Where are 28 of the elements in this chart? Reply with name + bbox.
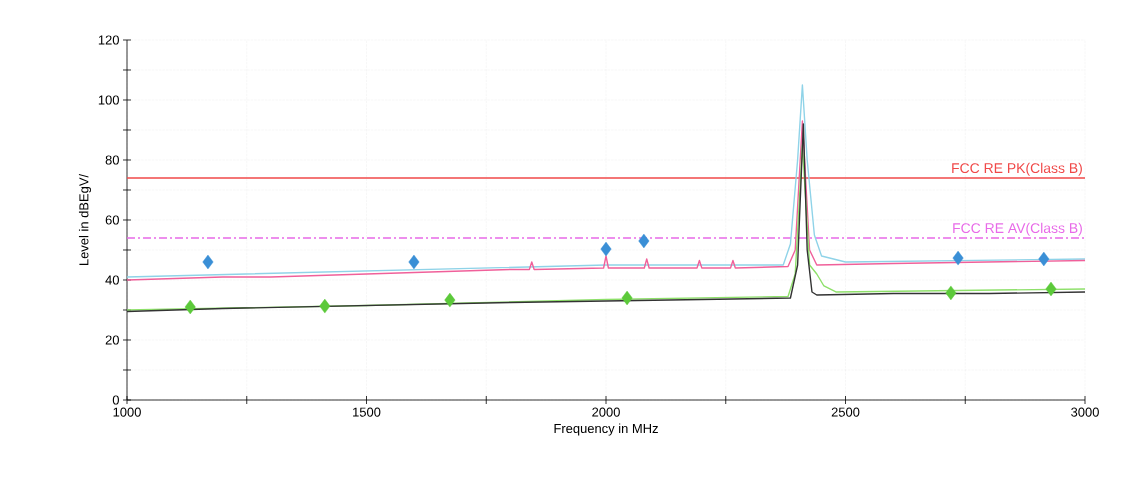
y-tick-label: 40 (105, 275, 119, 285)
y-tick-label: 20 (105, 335, 119, 345)
point (444, 292, 456, 308)
point (1045, 281, 1057, 297)
y-tick-label: 100 (98, 95, 119, 105)
point (184, 299, 196, 315)
x-tick-label: 1000 (113, 407, 141, 417)
point (621, 290, 633, 306)
y-tick-label: 0 (112, 395, 119, 405)
x-tick-label: 2000 (592, 407, 620, 417)
point (638, 233, 650, 249)
x-axis-title: Frequency in MHz (554, 423, 658, 436)
point (600, 241, 612, 257)
point (319, 298, 331, 314)
y-tick-label: 60 (105, 215, 119, 225)
y-tick-label: 120 (98, 35, 119, 45)
point (1038, 251, 1050, 267)
y-tick-label: 80 (105, 155, 119, 165)
x-tick-label: 3000 (1071, 407, 1099, 417)
x-tick-label: 2500 (831, 407, 860, 417)
x-tick-label: 1500 (353, 407, 381, 417)
y-axis-title: Level in dBEgV/ (78, 173, 92, 266)
point (408, 254, 420, 270)
point (952, 250, 964, 266)
ref-line-label: FCC RE PK(Class B) (952, 162, 1082, 176)
ref-line-label: FCC RE AV(Class B) (953, 222, 1082, 236)
point (945, 285, 957, 301)
point (202, 254, 214, 270)
